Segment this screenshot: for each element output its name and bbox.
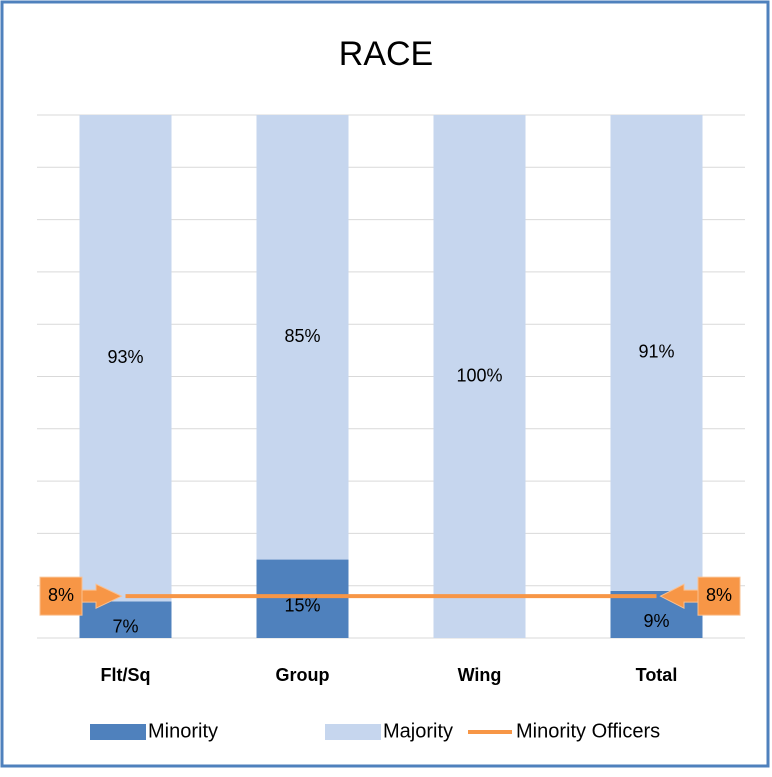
bar-segment xyxy=(79,115,172,602)
data-label: 7% xyxy=(112,616,138,636)
bar-segment xyxy=(433,115,526,638)
legend-swatch xyxy=(325,724,381,740)
callout-arrow xyxy=(659,583,699,609)
line-label: 8% xyxy=(48,585,74,605)
callout-arrow xyxy=(81,583,123,609)
data-label: 9% xyxy=(643,611,669,631)
legend-swatch xyxy=(90,724,146,740)
bar-segment xyxy=(610,115,703,591)
legend-label: Majority xyxy=(383,720,453,742)
bar-segment xyxy=(79,601,172,638)
legend-label: Minority xyxy=(148,720,218,742)
x-tick-label: Total xyxy=(636,665,678,685)
data-label: 100% xyxy=(456,365,502,385)
line-label: 8% xyxy=(706,585,732,605)
x-tick-label: Wing xyxy=(458,665,502,685)
data-label: 85% xyxy=(284,326,320,346)
data-label: 91% xyxy=(638,342,674,362)
bar-segment xyxy=(256,115,349,560)
x-tick-label: Group xyxy=(276,665,330,685)
data-label: 93% xyxy=(107,347,143,367)
chart-title: RACE xyxy=(339,35,433,73)
bar-segment xyxy=(256,559,349,638)
legend-label: Minority Officers xyxy=(516,720,660,742)
data-label: 15% xyxy=(284,596,320,616)
x-tick-label: Flt/Sq xyxy=(101,665,151,685)
